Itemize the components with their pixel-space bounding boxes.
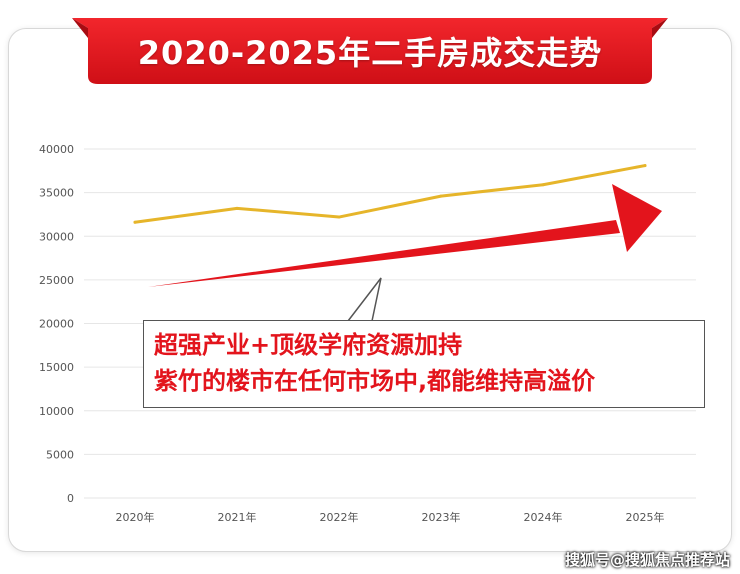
x-axis-ticks: 2020年 2021年 2022年 2023年 2024年 2025年	[116, 510, 665, 524]
y-tick-label: 35000	[39, 187, 74, 200]
series-point	[337, 215, 341, 219]
callout-line-1: 超强产业+顶级学府资源加持	[154, 331, 463, 359]
y-tick-label: 40000	[39, 143, 74, 156]
series-point	[133, 220, 137, 224]
y-tick-label: 15000	[39, 361, 74, 374]
watermark: 搜狐号@搜狐焦点推荐站	[564, 551, 730, 569]
y-tick-label: 20000	[39, 318, 74, 331]
callout-pointer	[346, 277, 382, 322]
series-point	[439, 194, 443, 198]
x-tick-label: 2020年	[116, 510, 155, 524]
series-point	[235, 206, 239, 210]
y-tick-label: 0	[67, 492, 74, 505]
x-tick-label: 2023年	[422, 510, 461, 524]
x-tick-label: 2022年	[320, 510, 359, 524]
title-banner	[72, 18, 668, 84]
callout-box: 超强产业+顶级学府资源加持 紫竹的楼市在任何市场中,都能维持高溢价	[143, 320, 705, 408]
x-tick-label: 2024年	[524, 510, 563, 524]
y-tick-label: 10000	[39, 405, 74, 418]
x-tick-label: 2021年	[218, 510, 257, 524]
series-layer	[133, 164, 647, 224]
chart-card	[8, 28, 732, 552]
callout-line-2: 紫竹的楼市在任何市场中,都能维持高溢价	[154, 367, 596, 395]
y-tick-label: 25000	[39, 274, 74, 287]
y-tick-label: 30000	[39, 230, 74, 243]
trend-arrow-head	[612, 184, 662, 252]
trend-arrow	[148, 184, 662, 287]
y-axis-ticks: 0 5000 10000 15000 20000 25000 30000 35000 40000	[39, 143, 74, 505]
callout-tail	[346, 277, 382, 322]
series-point	[541, 183, 545, 187]
grid-lines	[84, 148, 696, 499]
series-line-0	[133, 164, 647, 224]
trend-arrow-shaft	[148, 220, 620, 287]
x-tick-label: 2025年	[626, 510, 665, 524]
y-tick-label: 5000	[46, 448, 74, 461]
series-point	[643, 164, 647, 168]
